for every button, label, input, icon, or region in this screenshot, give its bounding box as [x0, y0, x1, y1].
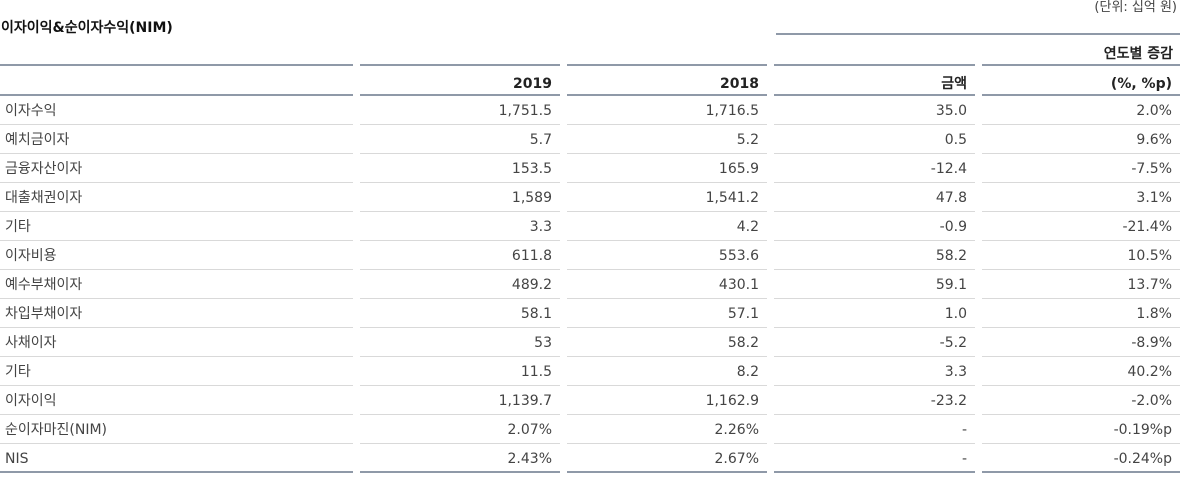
value-2019: 53	[360, 328, 560, 357]
row-label: 이자이익	[0, 386, 353, 415]
group-header-rule	[776, 33, 1180, 35]
value-2019: 2.07%	[360, 415, 560, 444]
table-row: 금융자산이자 153.5 165.9 -12.4 -7.5%	[0, 154, 1180, 183]
change-percent: -0.19%p	[982, 415, 1180, 444]
value-2018: 165.9	[567, 154, 767, 183]
table-body: 이자수익 1,751.5 1,716.5 35.0 2.0% 예치금이자 5.7 5.2 0.5…	[0, 96, 1180, 473]
change-amount: -12.4	[774, 154, 975, 183]
value-2019: 1,589	[360, 183, 560, 212]
table-row: 예치금이자 5.7 5.2 0.5 9.6%	[0, 125, 1180, 154]
row-label: 사채이자	[0, 328, 353, 357]
header-cell-amount: 금액	[774, 64, 975, 96]
change-amount: 59.1	[774, 270, 975, 299]
interest-income-table: 2019 2018 금액 (%, %p) 이자수익 1,751.5 1,716.5 3…	[0, 64, 1180, 473]
value-2019: 2.43%	[360, 444, 560, 473]
header-cell-percent: (%, %p)	[982, 64, 1180, 96]
row-label: 이자수익	[0, 96, 353, 125]
value-2018: 1,541.2	[567, 183, 767, 212]
value-2018: 1,716.5	[567, 96, 767, 125]
table-row: 이자수익 1,751.5 1,716.5 35.0 2.0%	[0, 96, 1180, 125]
change-amount: 35.0	[774, 96, 975, 125]
header-cell-2018: 2018	[567, 64, 767, 96]
table-title: 이자이익&순이자수익(NIM)	[1, 20, 173, 36]
table-row: 이자이익 1,139.7 1,162.9 -23.2 -2.0%	[0, 386, 1180, 415]
row-label: 예치금이자	[0, 125, 353, 154]
change-percent: -2.0%	[982, 386, 1180, 415]
row-label: 예수부채이자	[0, 270, 353, 299]
table-row: 차입부채이자 58.1 57.1 1.0 1.8%	[0, 299, 1180, 328]
row-label: 기타	[0, 212, 353, 241]
value-2018: 2.67%	[567, 444, 767, 473]
change-amount: 1.0	[774, 299, 975, 328]
header-cell-label	[0, 64, 353, 96]
value-2019: 489.2	[360, 270, 560, 299]
row-label: 순이자마진(NIM)	[0, 415, 353, 444]
value-2018: 4.2	[567, 212, 767, 241]
row-label: NIS	[0, 444, 353, 473]
change-percent: 9.6%	[982, 125, 1180, 154]
group-header-label: 연도별 증감	[1103, 46, 1173, 62]
value-2018: 58.2	[567, 328, 767, 357]
header-row: 2019 2018 금액 (%, %p)	[0, 64, 1180, 96]
change-percent: -8.9%	[982, 328, 1180, 357]
value-2018: 1,162.9	[567, 386, 767, 415]
value-2018: 5.2	[567, 125, 767, 154]
row-label: 기타	[0, 357, 353, 386]
change-percent: -0.24%p	[982, 444, 1180, 473]
change-amount: 3.3	[774, 357, 975, 386]
change-amount: -0.9	[774, 212, 975, 241]
value-2019: 3.3	[360, 212, 560, 241]
change-percent: 3.1%	[982, 183, 1180, 212]
row-label: 차입부채이자	[0, 299, 353, 328]
table-row: 이자비용 611.8 553.6 58.2 10.5%	[0, 241, 1180, 270]
unit-note: (단위: 십억 원)	[1094, 0, 1177, 15]
row-label: 금융자산이자	[0, 154, 353, 183]
table-row: 기타 3.3 4.2 -0.9 -21.4%	[0, 212, 1180, 241]
table-row: NIS 2.43% 2.67% - -0.24%p	[0, 444, 1180, 473]
value-2018: 57.1	[567, 299, 767, 328]
row-label: 대출채권이자	[0, 183, 353, 212]
change-percent: 40.2%	[982, 357, 1180, 386]
table-row: 기타 11.5 8.2 3.3 40.2%	[0, 357, 1180, 386]
change-amount: 47.8	[774, 183, 975, 212]
change-amount: 0.5	[774, 125, 975, 154]
change-percent: -7.5%	[982, 154, 1180, 183]
header-cell-2019: 2019	[360, 64, 560, 96]
change-percent: 2.0%	[982, 96, 1180, 125]
value-2019: 611.8	[360, 241, 560, 270]
value-2019: 1,139.7	[360, 386, 560, 415]
value-2019: 153.5	[360, 154, 560, 183]
change-percent: 1.8%	[982, 299, 1180, 328]
value-2018: 553.6	[567, 241, 767, 270]
row-label: 이자비용	[0, 241, 353, 270]
value-2018: 8.2	[567, 357, 767, 386]
change-amount: -	[774, 415, 975, 444]
change-percent: 13.7%	[982, 270, 1180, 299]
value-2019: 58.1	[360, 299, 560, 328]
table-row: 대출채권이자 1,589 1,541.2 47.8 3.1%	[0, 183, 1180, 212]
change-percent: 10.5%	[982, 241, 1180, 270]
value-2019: 11.5	[360, 357, 560, 386]
table-row: 예수부채이자 489.2 430.1 59.1 13.7%	[0, 270, 1180, 299]
value-2019: 1,751.5	[360, 96, 560, 125]
value-2018: 2.26%	[567, 415, 767, 444]
change-percent: -21.4%	[982, 212, 1180, 241]
change-amount: -23.2	[774, 386, 975, 415]
table-row: 순이자마진(NIM) 2.07% 2.26% - -0.19%p	[0, 415, 1180, 444]
change-amount: -	[774, 444, 975, 473]
change-amount: -5.2	[774, 328, 975, 357]
change-amount: 58.2	[774, 241, 975, 270]
table-row: 사채이자 53 58.2 -5.2 -8.9%	[0, 328, 1180, 357]
value-2019: 5.7	[360, 125, 560, 154]
value-2018: 430.1	[567, 270, 767, 299]
